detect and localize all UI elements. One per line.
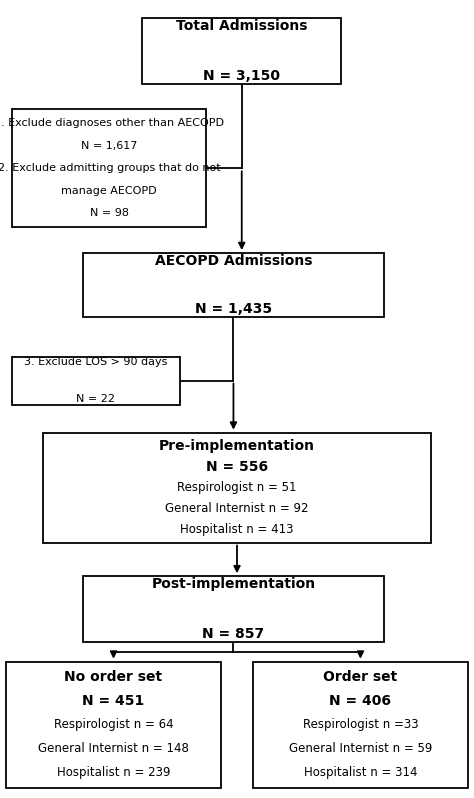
Text: General Internist n = 59: General Internist n = 59 [289,742,432,755]
FancyBboxPatch shape [142,18,341,84]
FancyBboxPatch shape [83,253,384,317]
Text: N = 1,617: N = 1,617 [81,141,137,151]
FancyBboxPatch shape [6,662,221,788]
Text: N = 22: N = 22 [76,394,116,404]
Text: AECOPD Admissions: AECOPD Admissions [155,254,312,267]
Text: Respirologist n = 64: Respirologist n = 64 [54,718,173,731]
Text: Total Admissions: Total Admissions [176,19,308,34]
FancyBboxPatch shape [83,576,384,642]
Text: Respirologist n =33: Respirologist n =33 [303,718,418,731]
FancyBboxPatch shape [43,433,431,543]
Text: General Internist n = 148: General Internist n = 148 [38,742,189,755]
Text: N = 3,150: N = 3,150 [203,69,280,83]
FancyBboxPatch shape [253,662,468,788]
FancyBboxPatch shape [12,357,180,405]
Text: 1. Exclude diagnoses other than AECOPD: 1. Exclude diagnoses other than AECOPD [0,118,224,128]
Text: 3. Exclude LOS > 90 days: 3. Exclude LOS > 90 days [24,358,168,367]
Text: 2. Exclude admitting groups that do not: 2. Exclude admitting groups that do not [0,164,220,173]
Text: N = 406: N = 406 [329,693,392,708]
Text: Pre-implementation: Pre-implementation [159,439,315,452]
Text: Hospitalist n = 413: Hospitalist n = 413 [180,523,294,536]
FancyBboxPatch shape [12,109,206,227]
Text: N = 556: N = 556 [206,460,268,474]
Text: Post-implementation: Post-implementation [151,577,316,591]
Text: manage AECOPD: manage AECOPD [61,186,157,196]
Text: Hospitalist n = 239: Hospitalist n = 239 [57,766,170,779]
Text: Respirologist n = 51: Respirologist n = 51 [177,481,297,494]
Text: N = 857: N = 857 [202,626,264,641]
Text: No order set: No order set [64,670,163,684]
Text: Order set: Order set [323,670,398,684]
Text: General Internist n = 92: General Internist n = 92 [165,502,309,515]
Text: N = 1,435: N = 1,435 [195,302,272,316]
Text: N = 98: N = 98 [90,208,128,219]
Text: N = 451: N = 451 [82,693,145,708]
Text: Hospitalist n = 314: Hospitalist n = 314 [304,766,417,779]
